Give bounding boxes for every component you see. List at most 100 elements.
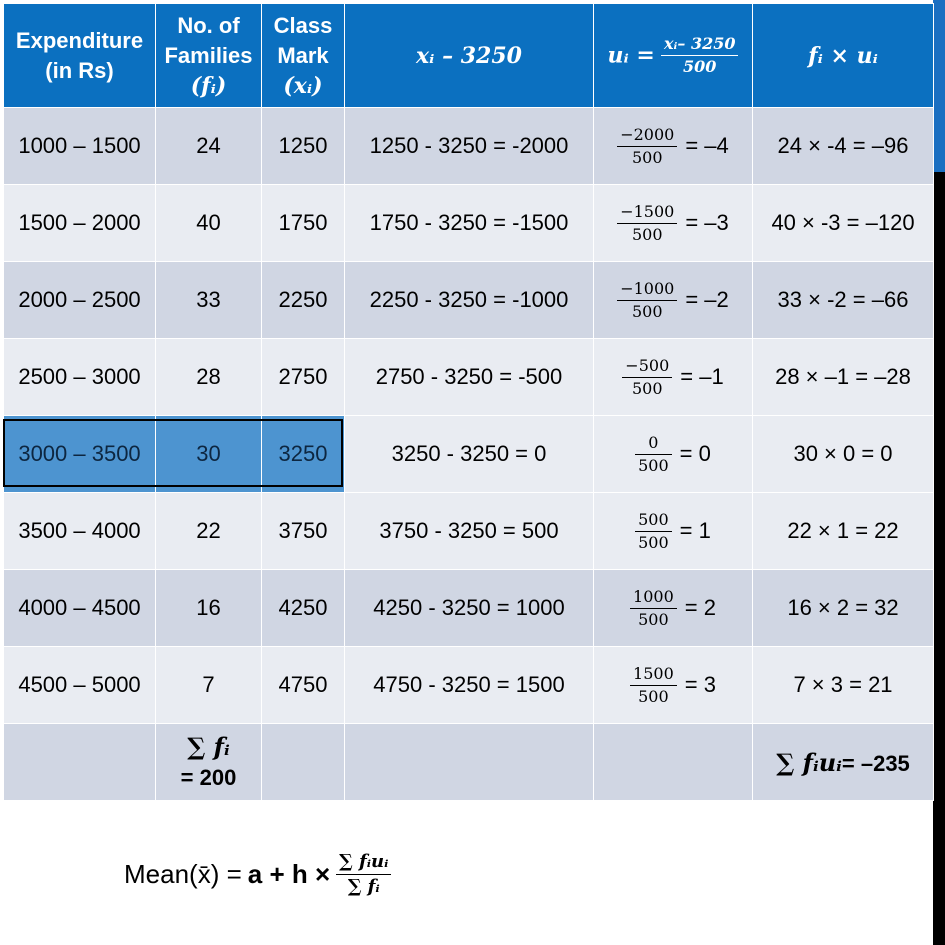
u-value: = 2 — [684, 595, 716, 620]
cell-range: 4500 – 5000 — [3, 646, 156, 724]
header-fu: fᵢ × uᵢ — [752, 3, 934, 108]
cell-u: −1000 500 = –2 — [593, 261, 753, 339]
header-deviation-text: xᵢ – 3250 — [416, 42, 522, 69]
u-value: = –4 — [685, 133, 729, 158]
header-row: Expenditure (in Rs) No. of Families (fᵢ)… — [3, 3, 934, 108]
cell-u: 1000 500 = 2 — [593, 569, 753, 647]
cell-fu: 22 × 1 = 22 — [752, 492, 934, 570]
u-value: = 1 — [679, 518, 711, 543]
cell-fu: 33 × -2 = –66 — [752, 261, 934, 339]
u-value: = –3 — [685, 210, 729, 235]
cell-range: 1000 – 1500 — [3, 107, 156, 185]
header-fu-text: fᵢ × uᵢ — [808, 42, 878, 69]
cell-range: 3000 – 3500 — [3, 415, 156, 493]
formula-denominator: ∑ fᵢ — [347, 876, 380, 897]
right-edge-accent — [933, 0, 945, 172]
u-denominator: 500 — [638, 686, 669, 706]
cell-classmark: 4750 — [261, 646, 345, 724]
sum-f-label: ∑ fᵢ — [187, 731, 230, 761]
header-classmark-line1: Class — [273, 12, 333, 38]
u-denominator: 500 — [632, 224, 663, 244]
cell-range: 4000 – 4500 — [3, 569, 156, 647]
u-numerator: −1500 — [617, 201, 678, 224]
cell-range: 1500 – 2000 — [3, 184, 156, 262]
header-expenditure-line1: Expenditure — [15, 27, 144, 53]
u-value: = 0 — [679, 441, 711, 466]
cell-frequency: 24 — [155, 107, 262, 185]
u-denominator: 500 — [638, 609, 669, 629]
header-expenditure-line2: (in Rs) — [45, 57, 114, 83]
formula-numerator: ∑ fᵢuᵢ — [336, 850, 392, 875]
sum-f-value: = 200 — [180, 764, 237, 790]
u-numerator: 0 — [635, 432, 672, 455]
u-fraction: −500 500 — [622, 355, 673, 400]
cell-fu: 16 × 2 = 32 — [752, 569, 934, 647]
table-row: 1000 – 1500 24 1250 1250 - 3250 = -2000 −200… — [3, 107, 934, 185]
cell-classmark: 2750 — [261, 338, 345, 416]
header-u-numerator: xᵢ– 3250 — [661, 33, 739, 56]
header-families-symbol: (fᵢ) — [190, 72, 227, 99]
totals-row: ∑ fᵢ = 200 ∑ fᵢuᵢ= –235 — [3, 723, 934, 801]
u-fraction: −2000 500 — [617, 124, 678, 169]
right-edge-bar — [933, 0, 945, 945]
header-classmark-symbol: (xᵢ) — [283, 72, 323, 99]
cell-deviation: 1250 - 3250 = -2000 — [344, 107, 594, 185]
total-empty-4 — [593, 723, 753, 801]
u-numerator: 500 — [635, 509, 672, 532]
cell-fu: 40 × -3 = –120 — [752, 184, 934, 262]
u-denominator: 500 — [638, 455, 669, 475]
cell-fu: 30 × 0 = 0 — [752, 415, 934, 493]
table-row: 3500 – 4000 22 3750 3750 - 3250 = 500 500 500… — [3, 492, 934, 570]
header-families: No. of Families (fᵢ) — [155, 3, 262, 108]
table-row: 4000 – 4500 16 4250 4250 - 3250 = 1000 1000 5… — [3, 569, 934, 647]
cell-classmark: 2250 — [261, 261, 345, 339]
cell-classmark: 4250 — [261, 569, 345, 647]
u-numerator: −1000 — [617, 278, 678, 301]
mean-formula: Mean(x̄) = a + h × ∑ fᵢuᵢ ∑ fᵢ — [124, 850, 392, 899]
cell-deviation: 4750 - 3250 = 1500 — [344, 646, 594, 724]
cell-range: 2500 – 3000 — [3, 338, 156, 416]
table-row: 2500 – 3000 28 2750 2750 - 3250 = -500 −500 5… — [3, 338, 934, 416]
cell-frequency: 33 — [155, 261, 262, 339]
cell-frequency: 30 — [155, 415, 262, 493]
table-row: 2000 – 2500 33 2250 2250 - 3250 = -1000 −100… — [3, 261, 934, 339]
header-classmark: Class Mark (xᵢ) — [261, 3, 345, 108]
total-empty-3 — [344, 723, 594, 801]
formula-rhs: a + h × — [247, 859, 331, 889]
u-fraction: −1500 500 — [617, 201, 678, 246]
u-denominator: 500 — [632, 301, 663, 321]
header-expenditure: Expenditure (in Rs) — [3, 3, 156, 108]
cell-classmark: 3250 — [261, 415, 345, 493]
header-u: uᵢ = xᵢ– 3250 500 — [593, 3, 753, 108]
cell-range: 2000 – 2500 — [3, 261, 156, 339]
sum-fu-label: ∑ fᵢuᵢ — [776, 747, 842, 777]
header-deviation: xᵢ – 3250 — [344, 3, 594, 108]
cell-frequency: 7 — [155, 646, 262, 724]
cell-u: 1500 500 = 3 — [593, 646, 753, 724]
u-fraction: 1000 500 — [630, 586, 677, 631]
cell-u: 0 500 = 0 — [593, 415, 753, 493]
u-numerator: 1500 — [630, 663, 677, 686]
total-sum-fu: ∑ fᵢuᵢ= –235 — [752, 723, 934, 801]
header-families-line1: No. of — [177, 12, 240, 38]
u-denominator: 500 — [632, 147, 663, 167]
u-value: = 3 — [684, 672, 716, 697]
cell-deviation: 4250 - 3250 = 1000 — [344, 569, 594, 647]
header-classmark-line2: Mark — [277, 42, 329, 68]
frequency-table: Expenditure (in Rs) No. of Families (fᵢ)… — [3, 3, 934, 801]
total-sum-f: ∑ fᵢ = 200 — [155, 723, 262, 801]
formula-fraction: ∑ fᵢuᵢ ∑ fᵢ — [336, 850, 392, 899]
cell-deviation: 3250 - 3250 = 0 — [344, 415, 594, 493]
cell-deviation: 3750 - 3250 = 500 — [344, 492, 594, 570]
cell-u: 500 500 = 1 — [593, 492, 753, 570]
u-numerator: −500 — [622, 355, 673, 378]
table-row: 4500 – 5000 7 4750 4750 - 3250 = 1500 1500 50… — [3, 646, 934, 724]
cell-classmark: 1250 — [261, 107, 345, 185]
cell-deviation: 1750 - 3250 = -1500 — [344, 184, 594, 262]
u-fraction: 500 500 — [635, 509, 672, 554]
cell-frequency: 28 — [155, 338, 262, 416]
u-numerator: −2000 — [617, 124, 678, 147]
total-empty-2 — [261, 723, 345, 801]
header-u-denominator: 500 — [683, 57, 717, 76]
header-families-line2: Families — [164, 42, 253, 68]
